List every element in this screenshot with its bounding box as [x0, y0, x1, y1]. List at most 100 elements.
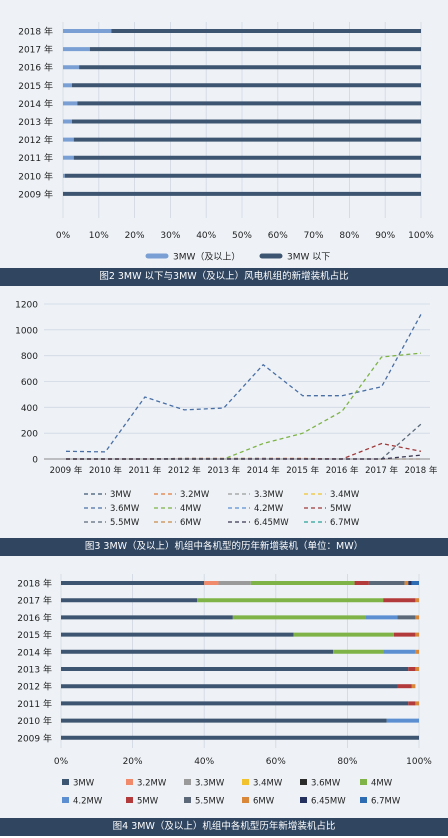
legend-label: 3.4MW: [253, 779, 283, 789]
x-tick-label: 0%: [56, 231, 71, 241]
x-tick-label: 2017 年: [365, 465, 398, 476]
chart-3-model-share: 0% 20% 40% 60% 80% 100% 2018 年 2017 年 2016 年 2015…: [17, 574, 432, 807]
legend-label: 3.4MW: [330, 490, 360, 500]
legend-label: 6MW: [253, 797, 275, 807]
legend-label: 6.45MW: [254, 518, 289, 528]
y-tick-label: 600: [21, 378, 38, 388]
legend-label: 4MW: [180, 504, 202, 514]
legend-marker: [126, 797, 133, 803]
series-line: [66, 423, 422, 460]
x-tick-label: 40%: [194, 757, 214, 767]
y-tick-label: 2018 年: [18, 26, 53, 38]
legend-label: 3.6MW: [110, 504, 140, 514]
y-tick-label: 2014 年: [17, 646, 52, 658]
legend-marker: [126, 779, 133, 785]
x-tick-label: 70%: [304, 231, 324, 241]
x-tick-label: 2016 年: [326, 465, 359, 476]
chart-panel-1: [0, 0, 448, 268]
x-tick-label: 2012 年: [168, 465, 201, 476]
x-tick-label: 2018 年: [405, 465, 438, 476]
y-tick-label: 0: [32, 456, 38, 466]
y-tick-label: 2014 年: [18, 98, 53, 110]
y-tick-label: 2018 年: [17, 578, 52, 590]
x-tick-label: 2011 年: [128, 465, 161, 476]
y-tick-label: 2017 年: [18, 44, 53, 56]
y-tick-label: 2013 年: [17, 664, 52, 676]
legend-label: 4MW: [371, 779, 393, 789]
y-tick-label: 2010 年: [18, 170, 53, 182]
x-tick-label: 10%: [89, 231, 109, 241]
x-tick-label: 2013 年: [207, 465, 240, 476]
legend-marker: [242, 779, 249, 785]
x-tick-label: 60%: [266, 757, 286, 767]
chart-panel-2: [0, 286, 448, 538]
x-tick-label: 80%: [339, 231, 359, 241]
y-tick-label: 2012 年: [17, 681, 52, 693]
chart-1-share-below-above-3mw: 0% 10% 20% 30% 40% 50% 60% 70% 80% 90% 100% 2018 年 2…: [18, 22, 434, 263]
chart-1-caption: 图2 3MW 以下与3MW（及以上）风电机组的新增装机占比: [0, 268, 448, 286]
y-tick-label: 400: [21, 404, 38, 414]
x-tick-label: 20%: [125, 231, 145, 241]
y-tick-label: 2012 年: [18, 134, 53, 146]
x-tick-label: 30%: [160, 231, 180, 241]
series-line: [66, 454, 422, 460]
x-tick-label: 100%: [408, 231, 434, 241]
legend-label: 5MW: [137, 797, 159, 807]
x-tick-label: 50%: [232, 231, 252, 241]
legend-label: 3MW（及以上）: [173, 252, 240, 263]
y-tick-label: 800: [21, 352, 38, 362]
y-tick-label: 2015 年: [17, 629, 52, 641]
legend-label: 5.5MW: [195, 797, 225, 807]
legend-label: 5.5MW: [110, 518, 140, 528]
legend-marker: [242, 797, 249, 803]
y-tick-label: 2011 年: [18, 152, 53, 164]
x-tick-label: 2014 年: [247, 465, 280, 476]
legend-label: 3.3MW: [195, 779, 225, 789]
y-tick-label: 2011 年: [17, 698, 52, 710]
legend-marker: [184, 779, 191, 785]
y-tick-label: 1200: [15, 301, 38, 311]
y-tick-label: 2017 年: [17, 595, 52, 607]
legend-marker: [360, 779, 367, 785]
x-tick-label: 0%: [54, 757, 69, 767]
chart-2-annual-installed-capacity: 0 200 400 600 800 1000 1200 2009 年 2010 年 2011 年 2…: [15, 301, 438, 529]
legend-marker: [300, 797, 307, 803]
chart-3-caption: 图4 3MW（及以上）机组中各机型历年新增装机占比: [0, 818, 448, 836]
legend-marker: [360, 797, 367, 803]
legend-marker: [300, 779, 307, 785]
y-tick-label: 2010 年: [17, 715, 52, 727]
y-tick-label: 2016 年: [18, 62, 53, 74]
y-tick-label: 2009 年: [18, 188, 53, 200]
x-tick-label: 100%: [406, 757, 432, 767]
x-tick-label: 90%: [375, 231, 395, 241]
legend-label: 6.45MW: [311, 797, 346, 807]
legend-label: 6.7MW: [330, 518, 360, 528]
x-tick-label: 60%: [268, 231, 288, 241]
y-tick-label: 1000: [15, 326, 38, 336]
x-tick-label: 40%: [196, 231, 216, 241]
legend-label: 3MW: [110, 490, 132, 500]
legend-label: 6MW: [180, 518, 202, 528]
legend-label: 3.2MW: [180, 490, 210, 500]
chart-2-caption: 图3 3MW（及以上）机组中各机型的历年新增装机（单位：MW）: [0, 538, 448, 556]
legend-label: 3.2MW: [137, 779, 167, 789]
legend-label: 4.2MW: [73, 797, 103, 807]
legend-label: 3.6MW: [311, 779, 341, 789]
y-tick-label: 2016 年: [17, 612, 52, 624]
legend-label: 6.7MW: [371, 797, 401, 807]
legend-label: 3MW: [73, 779, 95, 789]
series-line: [65, 313, 422, 453]
x-tick-label: 80%: [337, 757, 357, 767]
x-tick-label: 2015 年: [286, 465, 319, 476]
legend-marker: [184, 797, 191, 803]
legend-marker: [62, 779, 69, 785]
y-tick-label: 2009 年: [17, 732, 52, 744]
y-tick-label: 2015 年: [18, 80, 53, 92]
legend-label: 4.2MW: [254, 504, 284, 514]
series-line: [66, 352, 422, 460]
legend-label: 5MW: [330, 504, 352, 514]
y-tick-label: 2013 年: [18, 116, 53, 128]
legend-marker: [62, 797, 69, 803]
x-tick-label: 20%: [123, 757, 143, 767]
legend-label: 3MW 以下: [287, 253, 330, 263]
